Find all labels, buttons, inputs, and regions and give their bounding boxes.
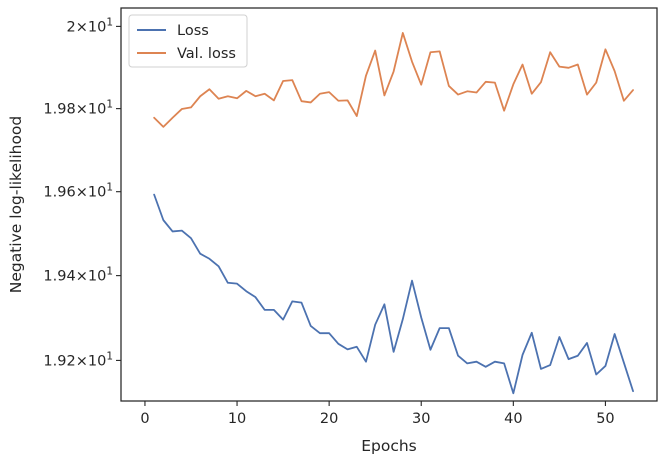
x-tick-label: 0	[140, 411, 149, 427]
y-tick-label: 1.92×101	[43, 350, 113, 369]
x-axis-title: Epochs	[361, 437, 417, 455]
legend-label-val-loss: Val. loss	[177, 46, 236, 62]
y-axis-title: Negative log-likelihood	[7, 116, 25, 294]
series-layer	[153, 32, 634, 395]
x-tick-label: 10	[228, 411, 246, 427]
series-line-val-loss	[153, 32, 634, 128]
plot-frame	[120, 7, 658, 402]
y-tick-label: 2×101	[66, 16, 113, 35]
legend-label-loss: Loss	[177, 23, 209, 39]
y-tick-label: 1.96×101	[43, 182, 113, 201]
series-line-loss	[153, 193, 634, 395]
x-tick-label: 20	[320, 411, 338, 427]
y-axis-ticks: 1.92×101 1.94×101 1.96×101 1.98×101 2×101	[43, 16, 121, 369]
x-axis-ticks: 0 10 20 30 40 50	[140, 401, 615, 427]
x-tick-label: 30	[412, 411, 430, 427]
legend: Loss Val. loss	[128, 14, 248, 68]
x-tick-label: 40	[504, 411, 522, 427]
x-tick-label: 50	[596, 411, 614, 427]
y-tick-label: 1.98×101	[43, 99, 113, 118]
y-tick-label: 1.94×101	[43, 266, 113, 285]
